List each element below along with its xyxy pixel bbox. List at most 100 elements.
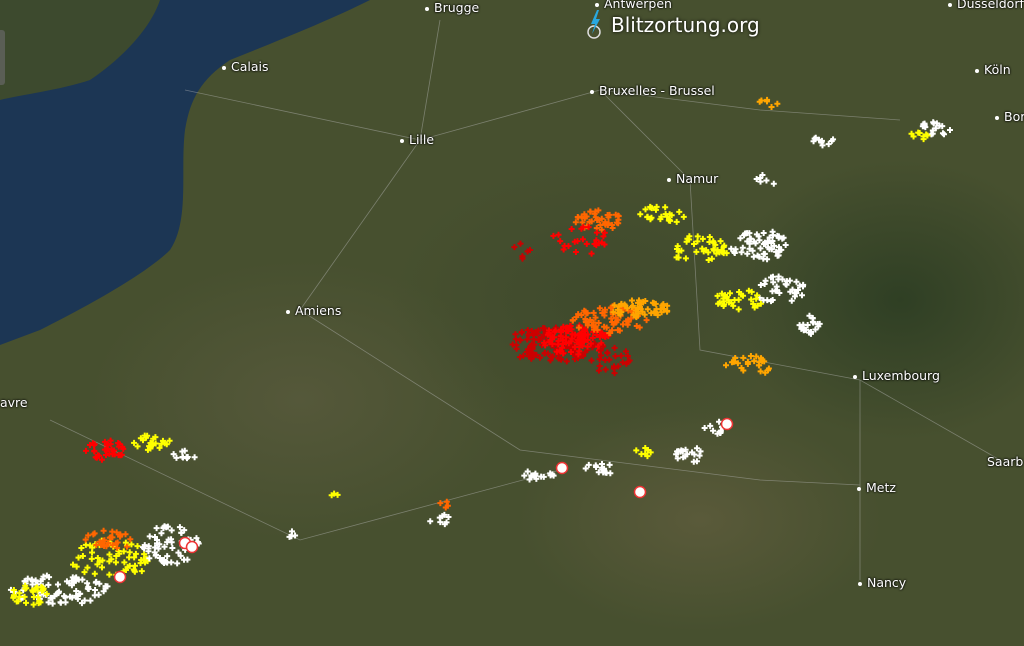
- strike-marker: [764, 96, 771, 103]
- strike-marker: [680, 213, 687, 220]
- strike-marker: [674, 448, 681, 455]
- strike-marker: [87, 597, 94, 604]
- strike-marker: [690, 458, 697, 465]
- strike-marker: [557, 238, 564, 245]
- strike-marker: [602, 469, 609, 476]
- strike-marker: [763, 177, 770, 184]
- strike-marker: [647, 203, 654, 210]
- strike-marker: [597, 352, 604, 359]
- strike-marker: [115, 439, 122, 446]
- strike-marker: [626, 357, 633, 364]
- strike-marker: [191, 454, 198, 461]
- strike-marker: [916, 129, 923, 136]
- strike-marker: [786, 277, 793, 284]
- city-label: Calais: [222, 59, 269, 74]
- strike-cluster: [170, 447, 198, 462]
- strike-marker: [710, 247, 717, 254]
- strike-marker: [73, 574, 80, 581]
- strike-marker: [628, 304, 635, 311]
- strike-marker: [179, 454, 186, 461]
- strike-cluster: [7, 572, 111, 607]
- strike-marker: [164, 553, 171, 560]
- strike-marker: [112, 559, 119, 566]
- strike-marker: [528, 327, 535, 334]
- city-label: Amiens: [286, 303, 341, 318]
- strike-marker: [94, 554, 101, 561]
- strike-marker: [769, 288, 776, 295]
- strike-marker: [576, 348, 583, 355]
- strike-marker: [722, 362, 729, 369]
- strike-marker: [576, 331, 583, 338]
- strike-cluster: [633, 445, 654, 460]
- strike-marker: [96, 538, 103, 545]
- detector-station-marker[interactable]: [720, 417, 734, 431]
- strike-cluster: [582, 461, 614, 477]
- strike-marker: [615, 213, 622, 220]
- strike-marker: [587, 208, 594, 215]
- strike-cluster: [908, 129, 931, 143]
- strike-marker: [588, 357, 595, 364]
- strike-marker: [88, 555, 95, 562]
- strike-marker: [131, 568, 138, 575]
- strike-marker: [546, 339, 553, 346]
- strike-marker: [701, 424, 708, 431]
- strike-marker: [640, 298, 647, 305]
- strike-marker: [710, 427, 717, 434]
- strike-marker: [773, 248, 780, 255]
- strike-marker: [513, 342, 520, 349]
- strike-marker: [718, 290, 725, 297]
- strike-marker: [756, 237, 763, 244]
- side-panel-handle[interactable]: [0, 30, 5, 85]
- strike-marker: [602, 306, 609, 313]
- strike-marker: [760, 255, 767, 262]
- strike-marker: [644, 306, 651, 313]
- strike-marker: [810, 138, 817, 145]
- strike-marker: [517, 354, 524, 361]
- strike-marker: [791, 290, 798, 297]
- strike-marker: [756, 362, 763, 369]
- strike-marker: [774, 100, 781, 107]
- strike-marker: [783, 281, 790, 288]
- strike-marker: [523, 349, 530, 356]
- strike-marker: [437, 500, 444, 507]
- strike-marker: [16, 593, 23, 600]
- strike-marker: [600, 343, 607, 350]
- strike-marker: [134, 443, 141, 450]
- detector-station-marker[interactable]: [185, 540, 199, 554]
- strike-marker: [90, 531, 97, 538]
- strike-marker: [747, 352, 754, 359]
- strike-marker: [584, 322, 591, 329]
- strike-marker: [765, 244, 772, 251]
- strike-marker: [632, 307, 639, 314]
- strike-marker: [760, 229, 767, 236]
- strike-marker: [637, 211, 644, 218]
- strike-marker: [137, 435, 144, 442]
- strike-marker: [664, 307, 671, 314]
- detector-station-marker[interactable]: [113, 570, 127, 584]
- strike-cluster: [427, 511, 452, 528]
- strike-marker: [85, 532, 92, 539]
- strike-marker: [774, 252, 781, 259]
- strike-marker: [580, 353, 587, 360]
- strike-marker: [92, 587, 99, 594]
- strike-marker: [445, 513, 452, 520]
- detector-station-marker[interactable]: [555, 461, 569, 475]
- strike-marker: [141, 551, 148, 558]
- strike-marker: [590, 309, 597, 316]
- detector-station-marker[interactable]: [633, 485, 647, 499]
- strike-marker: [740, 232, 747, 239]
- strike-cluster: [437, 498, 451, 511]
- strike-marker: [601, 312, 608, 319]
- strike-marker: [36, 597, 43, 604]
- strike-marker: [744, 359, 751, 366]
- strike-cluster: [82, 437, 127, 463]
- strike-marker: [806, 312, 813, 319]
- strike-marker: [96, 580, 103, 587]
- strike-marker: [714, 430, 721, 437]
- strike-marker: [82, 541, 89, 548]
- strike-marker: [69, 594, 76, 601]
- strike-marker: [107, 441, 114, 448]
- strike-cluster: [521, 468, 557, 483]
- strike-marker: [87, 441, 94, 448]
